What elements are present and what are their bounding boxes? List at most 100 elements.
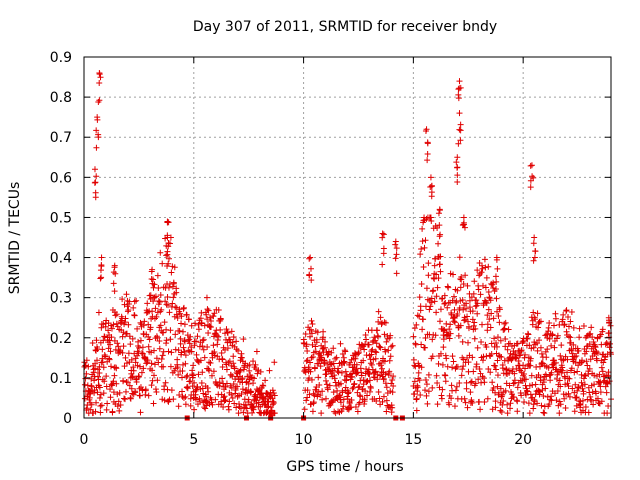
data-point xyxy=(605,330,612,337)
data-point xyxy=(418,341,425,348)
data-point xyxy=(547,396,554,403)
data-point xyxy=(563,307,570,314)
data-point xyxy=(318,410,325,417)
data-point xyxy=(456,379,463,386)
data-point xyxy=(575,383,582,390)
data-point xyxy=(557,352,564,359)
data-point xyxy=(151,372,158,379)
data-point xyxy=(379,261,386,268)
data-point xyxy=(315,374,322,381)
data-point xyxy=(536,363,543,370)
data-point xyxy=(385,347,392,354)
data-point xyxy=(314,329,321,336)
data-point xyxy=(415,375,422,382)
data-point xyxy=(536,337,543,344)
data-point xyxy=(143,360,150,367)
data-point xyxy=(427,174,434,181)
data-point xyxy=(210,368,217,375)
data-point xyxy=(565,333,572,340)
data-point xyxy=(393,270,400,277)
data-point xyxy=(372,368,379,375)
data-point xyxy=(97,409,104,416)
data-point xyxy=(438,395,445,402)
data-point xyxy=(504,410,511,417)
data-point xyxy=(410,356,417,363)
data-point xyxy=(414,312,421,319)
data-point xyxy=(208,372,215,379)
data-point xyxy=(92,179,99,186)
data-point xyxy=(527,184,534,191)
data-point xyxy=(377,314,384,321)
data-point xyxy=(211,310,218,317)
data-point xyxy=(137,319,144,326)
data-point xyxy=(199,369,206,376)
data-point xyxy=(311,364,318,371)
data-point xyxy=(130,304,137,311)
data-point xyxy=(110,378,117,385)
data-point xyxy=(238,391,245,398)
data-point xyxy=(417,251,424,258)
data-point xyxy=(316,382,323,389)
data-point xyxy=(454,178,461,185)
data-point xyxy=(436,261,443,268)
data-point xyxy=(173,311,180,318)
data-point xyxy=(489,379,496,386)
data-point xyxy=(561,395,568,402)
data-point xyxy=(428,182,435,189)
data-point xyxy=(469,354,476,361)
data-point xyxy=(125,306,132,313)
data-point xyxy=(578,359,585,366)
data-point xyxy=(383,408,390,415)
data-point xyxy=(149,266,156,273)
data-point xyxy=(302,330,309,337)
y-tick-label: 0.8 xyxy=(50,90,72,106)
data-point xyxy=(383,338,390,345)
data-point xyxy=(92,408,99,415)
data-point xyxy=(484,395,491,402)
y-tick-label: 0.1 xyxy=(50,371,72,387)
data-point xyxy=(484,327,491,334)
data-point xyxy=(229,339,236,346)
data-point xyxy=(448,395,455,402)
data-point xyxy=(418,280,425,287)
data-point xyxy=(170,396,177,403)
data-point xyxy=(477,370,484,377)
y-tick-label: 0.3 xyxy=(50,291,72,307)
data-point xyxy=(149,367,156,374)
data-point xyxy=(525,400,532,407)
data-point xyxy=(556,398,563,405)
data-point xyxy=(161,319,168,326)
data-point xyxy=(205,329,212,336)
data-point xyxy=(110,280,117,287)
data-point xyxy=(521,398,528,405)
data-point xyxy=(554,332,561,339)
data-point xyxy=(387,353,394,360)
data-point xyxy=(588,324,595,331)
data-point xyxy=(483,274,490,281)
data-point xyxy=(494,383,501,390)
data-point xyxy=(462,399,469,406)
data-point xyxy=(501,325,508,332)
data-point xyxy=(165,348,172,355)
data-point xyxy=(436,318,443,325)
data-point xyxy=(380,231,387,238)
data-point xyxy=(303,358,310,365)
data-point xyxy=(573,394,580,401)
data-point xyxy=(366,371,373,378)
data-point xyxy=(548,369,555,376)
data-point xyxy=(165,255,172,262)
data-point xyxy=(469,308,476,315)
data-point xyxy=(473,361,480,368)
data-point xyxy=(145,392,152,399)
data-point xyxy=(434,379,441,386)
data-point xyxy=(389,342,396,349)
data-point xyxy=(333,354,340,361)
data-point xyxy=(178,313,185,320)
data-point xyxy=(494,334,501,341)
data-point xyxy=(191,406,198,413)
data-point xyxy=(435,275,442,282)
y-tick-label: 0.2 xyxy=(50,331,72,347)
data-point xyxy=(178,349,185,356)
data-point xyxy=(105,345,112,352)
data-point xyxy=(488,310,495,317)
